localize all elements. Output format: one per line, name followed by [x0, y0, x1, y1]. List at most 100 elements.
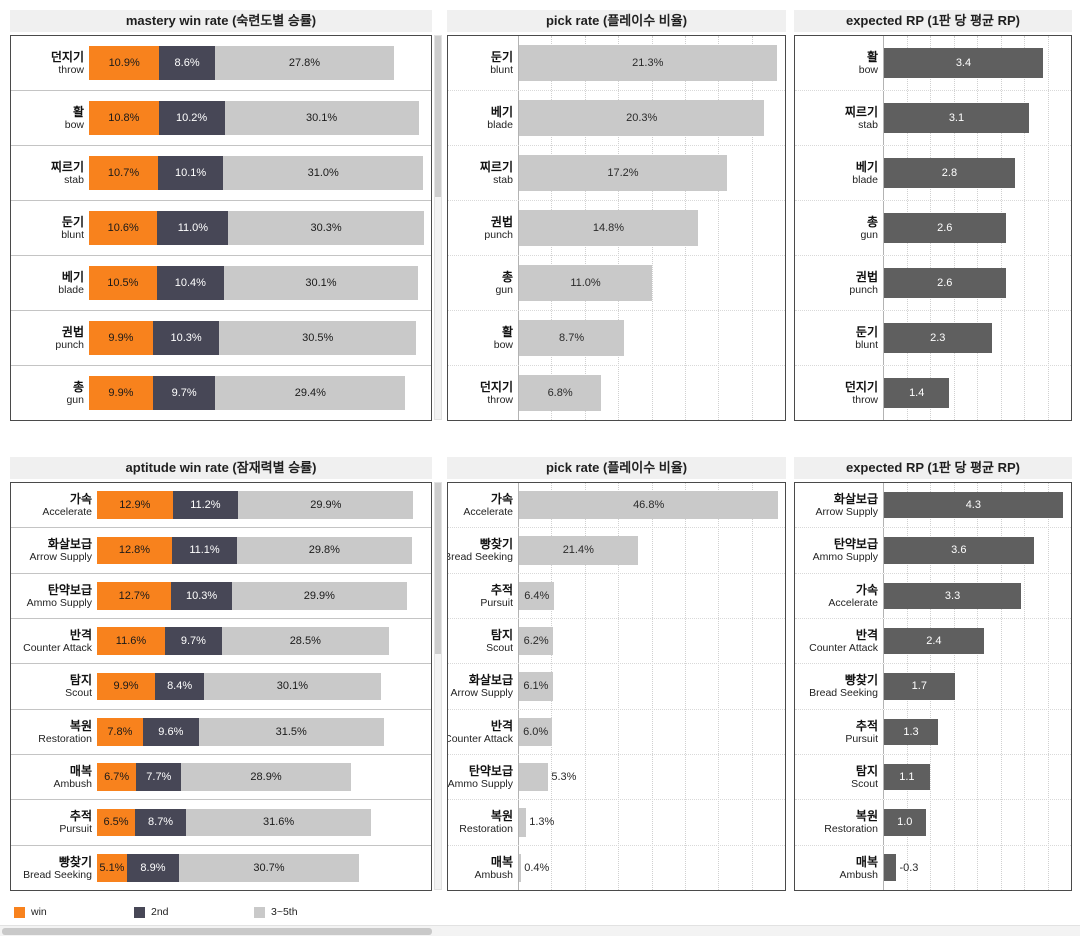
legend-label-3-5th: 3~5th: [271, 906, 298, 918]
panel-aptitude-expected-rp: expected RP (1판 당 평균 RP) 화살보급 Arrow Suppl…: [794, 457, 1072, 891]
category-label: 활 bow: [795, 36, 883, 90]
value-label: 2.6: [937, 276, 953, 289]
vertical-scrollbar-top[interactable]: [434, 35, 442, 420]
chart-row: 빵찾기 Bread Seeking 21.4%: [448, 528, 785, 574]
bar: 6.0%: [519, 717, 553, 746]
category-label-ko: 복원: [69, 718, 92, 733]
row-plot: 7.8% 9.6% 31.5%: [97, 710, 431, 754]
scrollbar-thumb[interactable]: [435, 36, 441, 197]
row-plot: 2.4: [883, 618, 1071, 664]
category-label: 복원 Restoration: [448, 800, 518, 844]
bar-segment-3~5th: 30.3%: [228, 211, 424, 245]
category-label-en: throw: [58, 64, 84, 76]
category-label: 베기 blade: [795, 146, 883, 200]
category-label: 탐지 Scout: [11, 664, 97, 708]
category-label: 던지기 throw: [11, 36, 89, 90]
value-label: 3.3: [944, 589, 961, 602]
vertical-scrollbar-bottom[interactable]: [434, 482, 442, 890]
bar: 6.8%: [519, 374, 602, 412]
bar-segment-3~5th: 28.5%: [221, 627, 389, 655]
row-plot: 9.9% 9.7% 29.4%: [89, 366, 431, 420]
category-label-ko: 탐지: [855, 764, 878, 779]
category-label-ko: 탄약보급: [833, 537, 878, 552]
category-label-ko: 매복: [855, 854, 878, 869]
category-label-en: Ammo Supply: [447, 778, 513, 791]
bar-segment-3~5th: 29.9%: [238, 491, 414, 519]
category-label-en: Bread Seeking: [809, 687, 878, 700]
chart-row: 복원 Restoration 7.8% 9.6% 31.5%: [11, 710, 431, 755]
category-label-en: punch: [55, 339, 84, 351]
bar-segment-2nd: 11.1%: [172, 536, 238, 565]
bar-segment-3~5th: 27.8%: [214, 46, 395, 80]
row-plot: 6.8%: [518, 366, 785, 420]
value-label: 30.1%: [276, 680, 308, 693]
category-label-ko: 탄약보급: [468, 764, 513, 779]
bar-segment-2nd: 10.1%: [158, 156, 224, 190]
bar-segment-win: 12.7%: [97, 582, 172, 610]
row-plot: 1.7: [883, 664, 1071, 709]
horizontal-scrollbar[interactable]: [0, 925, 1080, 936]
category-label-en: Arrow Supply: [815, 506, 878, 519]
value-label: 10.4%: [174, 277, 206, 289]
chart-row: 둔기 blunt 10.6% 11.0% 30.3%: [11, 201, 431, 256]
row-plot: 21.4%: [518, 528, 785, 573]
value-label: 12.7%: [118, 589, 150, 602]
row-plot: 1.3: [883, 709, 1071, 754]
scrollbar-thumb[interactable]: [435, 483, 441, 654]
bar-segment-win: 10.7%: [89, 156, 159, 190]
value-label: 1.3%: [529, 816, 555, 829]
category-label-ko: 추적: [490, 582, 513, 597]
category-label-ko: 매복: [69, 764, 92, 779]
category-label-ko: 둔기: [61, 215, 84, 229]
chart-row: 탐지 Scout 6.2%: [448, 618, 785, 665]
scrollbar-thumb[interactable]: [2, 928, 432, 935]
bar-segment-win: 9.9%: [97, 672, 155, 701]
category-label-ko: 추적: [69, 809, 92, 824]
value-label: 9.7%: [180, 635, 206, 648]
chart-row: 탄약보급 Ammo Supply 3.6: [795, 528, 1071, 574]
category-label: 베기 blade: [448, 91, 518, 145]
chart-title: expected RP (1판 당 평균 RP): [794, 10, 1072, 32]
category-label-en: bow: [493, 339, 513, 351]
category-label: 추적 Pursuit: [795, 710, 883, 754]
row-plot: 1.1: [883, 754, 1071, 800]
bar-segment-3~5th: 31.0%: [223, 156, 424, 190]
value-label: 9.9%: [108, 332, 134, 344]
value-label: 31.6%: [263, 816, 295, 829]
category-label-ko: 베기: [855, 160, 878, 174]
bar-segment-win: 10.9%: [89, 46, 160, 80]
value-label: 29.9%: [310, 499, 342, 512]
bar: 20.3%: [519, 99, 765, 137]
value-label: 1.3: [903, 725, 919, 738]
bar-segment-3~5th: 30.1%: [204, 672, 381, 701]
bar-segment-2nd: 9.7%: [152, 376, 216, 410]
chart-row: 활 bow 8.7%: [448, 311, 785, 366]
category-label-en: stab: [858, 119, 878, 131]
category-label-ko: 복원: [490, 809, 513, 824]
category-label: 권법 punch: [11, 311, 89, 365]
panel-mastery-win-rate: mastery win rate (숙련도별 승률) 던지기 throw 10.9%…: [10, 10, 432, 421]
value-label: 29.8%: [308, 544, 340, 557]
category-label-ko: 활: [866, 50, 878, 64]
category-label-ko: 던지기: [479, 380, 513, 394]
category-label-en: Bread Seeking: [23, 868, 92, 881]
category-label-ko: 빵찾기: [844, 673, 878, 688]
category-label-ko: 던지기: [844, 380, 878, 394]
chart-row: 빵찾기 Bread Seeking 5.1% 8.9% 30.7%: [11, 846, 431, 890]
category-label: 찌르기 stab: [795, 91, 883, 145]
value-label: 10.8%: [108, 112, 140, 124]
category-label-ko: 반격: [855, 628, 878, 643]
bar: [519, 762, 549, 792]
category-label-en: Restoration: [824, 823, 878, 836]
value-label: 10.2%: [175, 112, 208, 124]
value-label: 6.2%: [523, 635, 549, 648]
chart-title: expected RP (1판 당 평균 RP): [794, 457, 1072, 479]
value-label: 11.2%: [190, 499, 221, 512]
row-plot: 8.7%: [518, 311, 785, 365]
value-label: 8.6%: [174, 57, 200, 69]
bar: [884, 854, 897, 882]
category-label: 권법 punch: [795, 256, 883, 310]
category-label-en: gun: [495, 284, 513, 296]
value-label: 8.4%: [167, 680, 193, 693]
chart-row: 화살보급 Arrow Supply 4.3: [795, 483, 1071, 529]
